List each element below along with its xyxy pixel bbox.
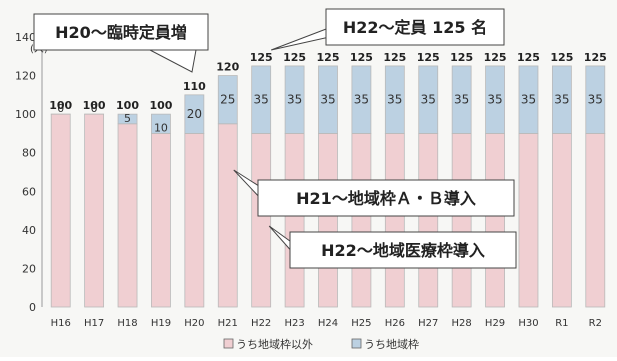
total-label-H18: 100 [116, 99, 139, 112]
annotation-callout-2: H22〜定員 125 名 [271, 9, 504, 50]
bar-non-regional-H22 [252, 133, 271, 307]
x-tick-label-H26: H26 [385, 318, 405, 329]
total-label-H20: 110 [183, 80, 206, 93]
bar-non-regional-H21 [218, 124, 237, 307]
annotation-callout-1: H20〜臨時定員増 [34, 14, 208, 72]
segment-label-H21: 25 [220, 93, 235, 107]
bar-non-regional-H25 [352, 133, 371, 307]
bar-non-regional-H24 [319, 133, 338, 307]
bar-non-regional-H20 [185, 133, 204, 307]
x-tick-label-H30: H30 [518, 318, 538, 329]
x-tick-label-H24: H24 [318, 318, 338, 329]
bar-non-regional-H16 [51, 114, 70, 307]
x-tick-label-R1: R1 [555, 318, 568, 329]
bar-non-regional-H19 [151, 133, 170, 307]
x-tick-label-H17: H17 [84, 318, 104, 329]
total-label-H17: 100 [83, 99, 106, 112]
annotation-callout-3: H21〜地域枠Ａ・Ｂ導入 [234, 170, 514, 216]
bar-non-regional-H27 [419, 133, 438, 307]
x-tick-label-H19: H19 [151, 318, 171, 329]
segment-label-R2: 35 [588, 93, 603, 107]
total-label-H29: 125 [484, 51, 507, 64]
bar-non-regional-H26 [385, 133, 404, 307]
x-tick-label-H25: H25 [351, 318, 371, 329]
bar-non-regional-H29 [486, 133, 505, 307]
segment-label-H29: 35 [487, 93, 502, 107]
total-label-H23: 125 [283, 51, 306, 64]
segment-label-H25: 35 [354, 93, 369, 107]
total-label-H21: 120 [216, 61, 239, 74]
total-label-H30: 125 [517, 51, 540, 64]
y-tick-label: 100 [15, 108, 36, 121]
x-tick-label-H28: H28 [452, 318, 472, 329]
bar-non-regional-R1 [552, 133, 571, 307]
y-tick-label: 80 [22, 147, 36, 160]
annotation-text: H20〜臨時定員増 [55, 23, 187, 42]
legend-swatch [224, 339, 233, 348]
segment-label-H30: 35 [521, 93, 536, 107]
total-label-H27: 125 [417, 51, 440, 64]
annotation-text: H22〜地域医療枠導入 [321, 241, 485, 260]
total-label-H25: 125 [350, 51, 373, 64]
annotation-callout-4: H22〜地域医療枠導入 [269, 226, 516, 268]
segment-label-H20: 20 [187, 107, 202, 121]
segment-label-H28: 35 [454, 93, 469, 107]
legend-item-2: うち地域枠 [352, 337, 419, 351]
legend-swatch [352, 339, 361, 348]
total-label-R1: 125 [550, 51, 573, 64]
total-label-H26: 125 [383, 51, 406, 64]
bar-non-regional-R2 [586, 133, 605, 307]
total-label-H16: 100 [49, 99, 72, 112]
total-label-H22: 125 [250, 51, 273, 64]
bar-non-regional-H30 [519, 133, 538, 307]
annotation-text: H22〜定員 125 名 [343, 18, 487, 37]
x-tick-label-H16: H16 [51, 318, 71, 329]
bar-non-regional-H18 [118, 124, 137, 307]
bar-non-regional-H23 [285, 133, 304, 307]
y-tick-label: 20 [22, 262, 36, 275]
x-tick-label-H20: H20 [184, 318, 204, 329]
legend-label: うち地域枠 [364, 337, 419, 351]
y-tick-label: 0 [29, 301, 36, 314]
annotation-text: H21〜地域枠Ａ・Ｂ導入 [296, 189, 476, 208]
x-tick-label-H23: H23 [284, 318, 304, 329]
y-tick-label: 140 [15, 31, 36, 44]
y-tick-label: 120 [15, 70, 36, 83]
total-label-H24: 125 [317, 51, 340, 64]
legend-item-1: うち地域枠以外 [224, 337, 313, 351]
segment-label-H18: 5 [124, 112, 131, 125]
segment-label-H23: 35 [287, 93, 302, 107]
bar-non-regional-H28 [452, 133, 471, 307]
segment-label-H27: 35 [421, 93, 436, 107]
segment-label-R1: 35 [554, 93, 569, 107]
total-label-H28: 125 [450, 51, 473, 64]
total-label-H19: 100 [149, 99, 172, 112]
x-tick-label-H21: H21 [218, 318, 238, 329]
segment-label-H26: 35 [387, 93, 402, 107]
y-tick-label: 40 [22, 224, 36, 237]
y-tick-label: 60 [22, 185, 36, 198]
legend-label: うち地域枠以外 [236, 337, 313, 351]
segment-label-H19: 10 [154, 121, 168, 134]
segment-label-H24: 35 [320, 93, 335, 107]
x-tick-label-H29: H29 [485, 318, 505, 329]
x-tick-label-H18: H18 [117, 318, 137, 329]
x-tick-label-R2: R2 [589, 318, 602, 329]
bar-non-regional-H17 [85, 114, 104, 307]
x-tick-label-H22: H22 [251, 318, 271, 329]
total-label-R2: 125 [584, 51, 607, 64]
x-tick-label-H27: H27 [418, 318, 438, 329]
segment-label-H22: 35 [254, 93, 269, 107]
